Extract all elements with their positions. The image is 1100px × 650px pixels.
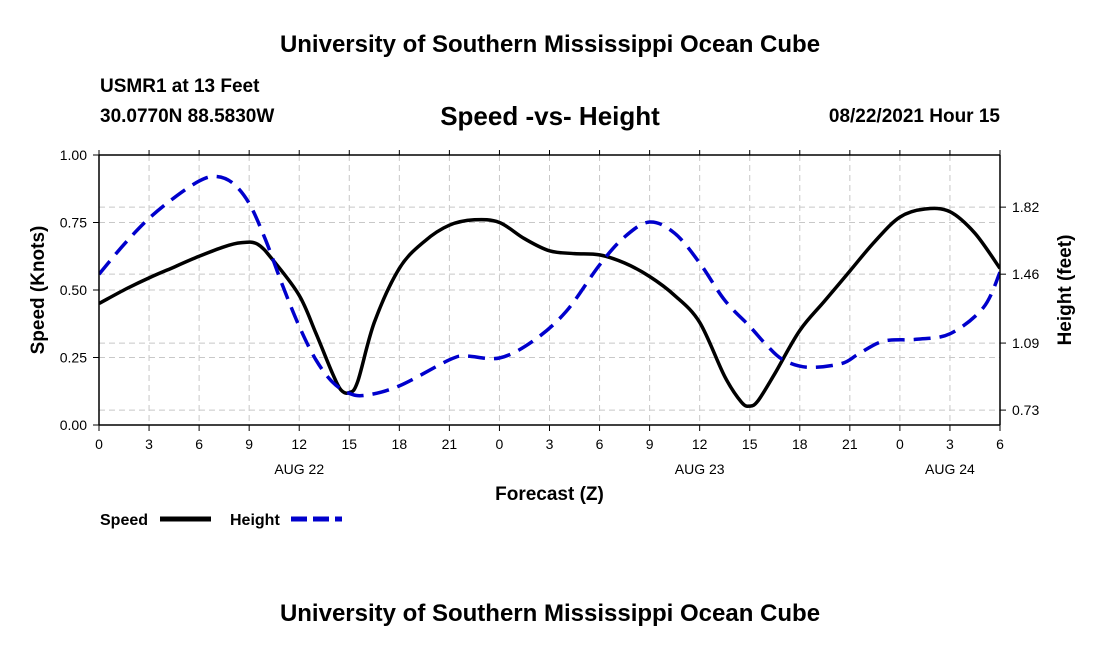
x-tick-label: 12 [692,436,708,452]
y2-tick-label: 1.82 [1012,199,1039,215]
y-tick-label: 0.50 [60,282,87,298]
footer-title: University of Southern Mississippi Ocean… [279,600,821,627]
x-tick-label: 9 [646,436,654,452]
legend-label-height: Height [230,512,280,529]
x-tick-label: 6 [996,436,1004,452]
x-tick-label: 18 [392,436,408,452]
x-axis-title: Forecast (Z) [495,484,604,505]
x-tick-label: 15 [341,436,357,452]
date-label: AUG 22 [274,461,324,477]
y2-tick-label: 1.09 [1012,335,1039,351]
date-label: AUG 23 [675,461,725,477]
x-tick-label: 3 [946,436,954,452]
x-tick-label: 21 [442,436,458,452]
y-tick-label: 1.00 [60,147,87,163]
forecast-datetime: 08/22/2021 Hour 15 [828,106,1000,127]
x-tick-label: 6 [195,436,203,452]
chart-title: University of Southern Mississippi Ocean… [279,31,821,58]
x-tick-label: 21 [842,436,858,452]
y2-tick-label: 0.73 [1012,402,1039,418]
x-tick-label: 9 [245,436,253,452]
y2-tick-label: 1.46 [1012,266,1039,282]
x-tick-label: 3 [145,436,153,452]
station-label: USMR1 at 13 Feet [100,76,260,97]
chart-subtitle: Speed -vs- Height [440,101,660,131]
y-tick-label: 0.25 [60,350,87,366]
legend-label-speed: Speed [100,512,148,529]
speed-line [99,206,1000,408]
coordinates-label: 30.0770N 88.5830W [100,106,275,127]
x-tick-label: 18 [792,436,808,452]
y-tick-label: 0.00 [60,417,87,433]
y-axis-title: Speed (Knots) [28,226,49,355]
x-tick-label: 0 [95,436,103,452]
x-tick-label: 3 [546,436,554,452]
date-label: AUG 24 [925,461,975,477]
y-tick-label: 0.75 [60,215,87,231]
x-tick-label: 0 [496,436,504,452]
x-tick-label: 12 [291,436,307,452]
x-tick-label: 6 [596,436,604,452]
x-tick-label: 15 [742,436,758,452]
y2-axis-title: Height (feet) [1055,235,1076,346]
x-tick-label: 0 [896,436,904,452]
